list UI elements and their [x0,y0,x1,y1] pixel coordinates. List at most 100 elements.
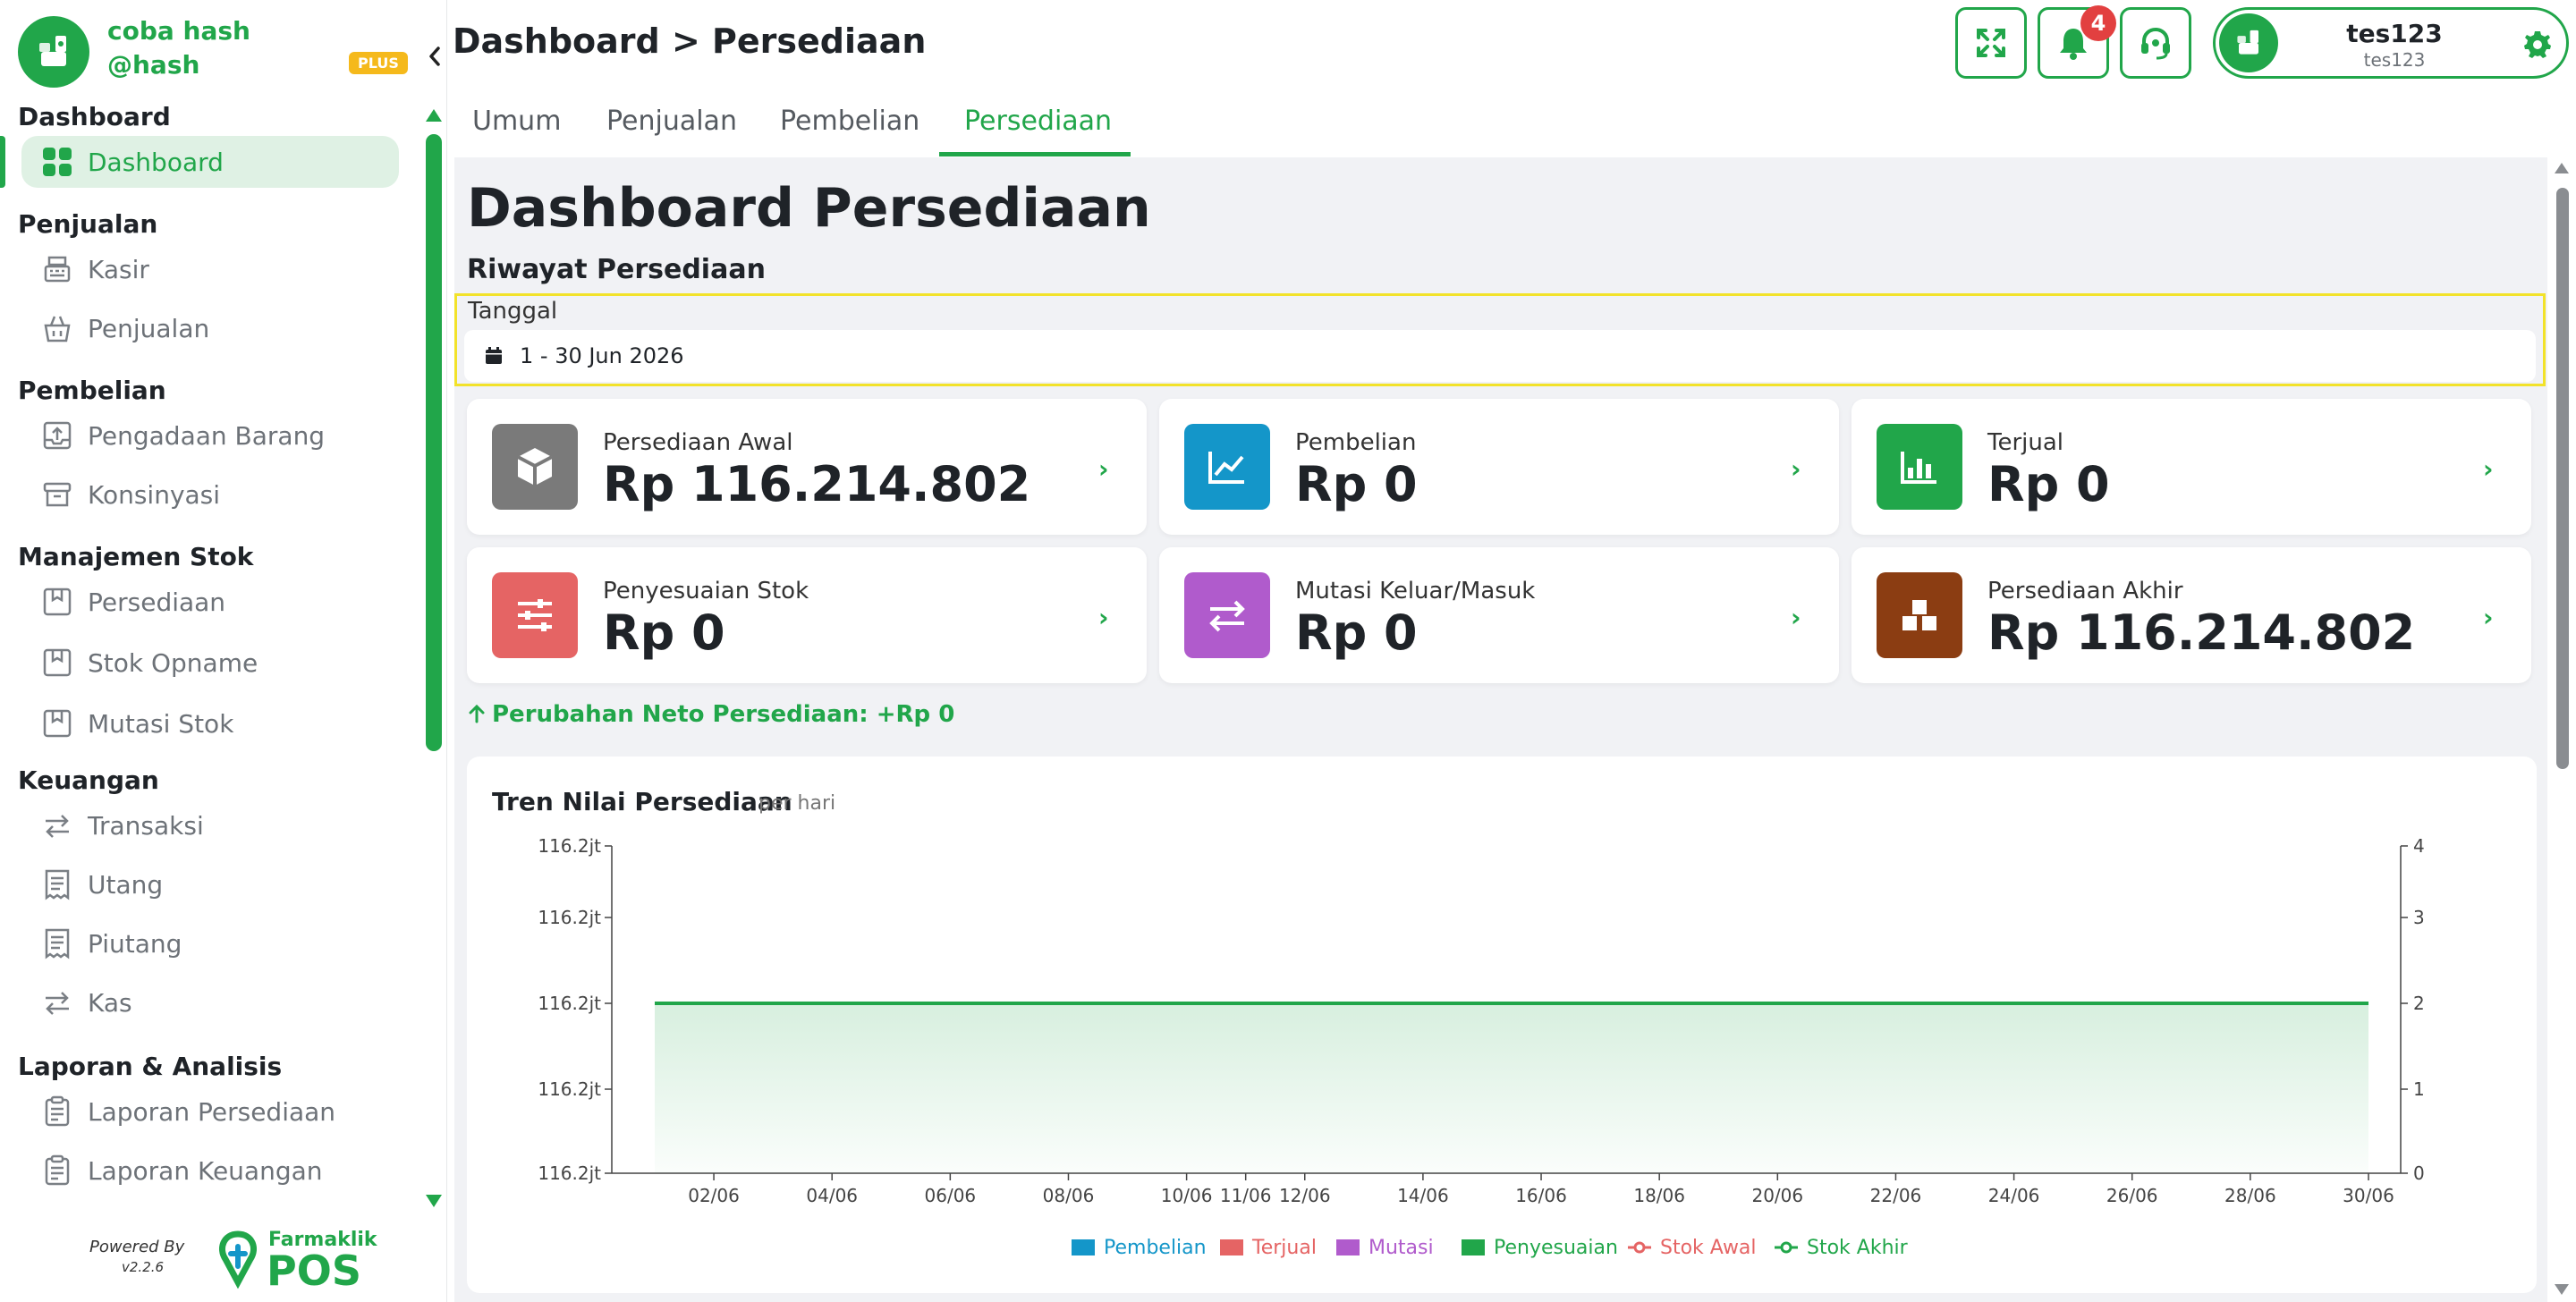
card-mutasi[interactable]: Mutasi Keluar/Masuk Rp 0 › [1159,547,1839,683]
x-tick-label: 22/06 [1870,1185,1922,1206]
main-scroll-down[interactable] [2555,1284,2569,1295]
x-tick-label: 04/06 [806,1185,858,1206]
legend-marker [1633,1241,1646,1254]
sidebar-item-penjualan[interactable]: Penjualan [21,302,399,354]
sidebar-item-kasir[interactable]: Kasir [21,243,399,295]
chart-plot: 116.2jt 116.2jt 116.2jt 116.2jt 116.2jt 0 1 2 3 4… [538,835,2425,1259]
logo-product-text: POS [267,1247,361,1295]
legend-label: Penyesuaian [1494,1237,1618,1259]
gear-icon[interactable] [2521,28,2554,60]
tab-pembelian[interactable]: Pembelian [780,106,920,137]
chevron-left-icon[interactable] [426,45,444,74]
box-icon [492,424,578,510]
x-tick-label: 24/06 [1988,1185,2040,1206]
support-button[interactable] [2120,7,2191,79]
card-title: Pembelian [1295,429,1417,456]
legend-label: Pembelian [1104,1237,1207,1259]
date-range-value: 1 - 30 Jun 2026 [520,343,684,368]
main-scrollbar[interactable] [2556,188,2569,769]
sidebar-item-laporan-keuangan[interactable]: Laporan Keuangan [21,1145,399,1196]
card-value: Rp 0 [603,604,725,661]
sidebar-item-label: Laporan Keuangan [88,1155,323,1186]
page-title: Dashboard Persediaan [467,177,1151,240]
sidebar-item-mutasi-stok[interactable]: Mutasi Stok [21,698,399,749]
card-value: Rp 0 [1295,456,1418,512]
sidebar-item-stok-opname[interactable]: Stok Opname [21,637,399,689]
sidebar-item-label: Pengadaan Barang [88,420,326,451]
sidebar-item-label: Mutasi Stok [88,708,234,739]
net-change-text: Perubahan Neto Persediaan: +Rp 0 [492,701,955,728]
sidebar-item-konsinyasi[interactable]: Konsinyasi [21,469,399,520]
sidebar-item-label: Piutang [88,928,182,959]
x-tick-label: 06/06 [925,1185,977,1206]
net-change-summary: Perubahan Neto Persediaan: +Rp 0 [467,701,954,728]
card-persediaan-akhir[interactable]: Persediaan Akhir Rp 116.214.802 › [1852,547,2531,683]
date-filter: Tanggal 1 - 30 Jun 2026 [454,293,2546,386]
legend-label: Stok Awal [1660,1237,1757,1259]
x-tick-label: 08/06 [1043,1185,1095,1206]
stok-akhir-area [655,1003,2368,1173]
user-menu[interactable]: tes123 tes123 [2213,7,2569,79]
sidebar-item-pengadaan-barang[interactable]: Pengadaan Barang [21,410,399,461]
exchange-icon [1184,572,1270,658]
sidebar-scrollbar[interactable] [426,134,442,751]
clipboard-icon [39,1094,75,1129]
notification-button[interactable] [2038,7,2109,79]
logo-brand-text: Farmaklik [268,1229,377,1251]
sidebar-item-kas[interactable]: Kas [21,976,399,1028]
swap-icon [39,985,75,1020]
nav-section-title: Manajemen Stok [18,542,254,571]
y2-tick-label: 0 [2413,1162,2425,1184]
nav-section-title: Keuangan [18,765,159,795]
sidebar-item-utang[interactable]: Utang [21,858,399,910]
plan-badge: PLUS [349,52,408,74]
card-title: Persediaan Awal [603,429,793,456]
main-scroll-up[interactable] [2555,163,2569,173]
card-value: Rp 116.214.802 [1987,604,2416,661]
x-tick-label: 12/06 [1279,1185,1331,1206]
brand-header: coba hash @hash PLUS [18,13,440,89]
x-tick-label: 20/06 [1751,1185,1803,1206]
legend-label: Mutasi [1368,1237,1434,1259]
section-label: Riwayat Persediaan [467,254,766,285]
date-range-input[interactable]: 1 - 30 Jun 2026 [464,330,2536,382]
user-subtitle: tes123 [2363,49,2426,71]
sidebar-scroll-down[interactable] [426,1195,442,1207]
fullscreen-button[interactable] [1955,7,2027,79]
arrow-up-icon [469,704,485,723]
chevron-right-icon: › [2483,603,2494,632]
boxes-icon [1877,572,1962,658]
sidebar-nav: Dashboard Dashboard Penjualan Kasir Penjuala… [0,98,420,1207]
sidebar-item-piutang[interactable]: Piutang [21,917,399,969]
legend-swatch [1072,1239,1095,1256]
chevron-right-icon: › [1791,454,1801,484]
sidebar-item-laporan-persediaan[interactable]: Laporan Persediaan [21,1086,399,1137]
farmaklik-logo-icon [219,1230,257,1289]
sidebar-item-label: Penjualan [88,313,210,343]
card-persediaan-awal[interactable]: Persediaan Awal Rp 116.214.802 › [467,399,1147,535]
x-tick-label: 28/06 [2224,1185,2276,1206]
grid-icon [39,144,75,180]
y2-tick-label: 4 [2413,835,2425,857]
sidebar-item-persediaan[interactable]: Persediaan [21,576,399,628]
tab-umum[interactable]: Umum [472,106,562,137]
sidebar-item-label: Utang [88,869,164,900]
card-penyesuaian-stok[interactable]: Penyesuaian Stok Rp 0 › [467,547,1147,683]
sidebar-scroll-up[interactable] [426,109,442,122]
card-terjual[interactable]: Terjual Rp 0 › [1852,399,2531,535]
sliders-icon [492,572,578,658]
sidebar-item-transaksi[interactable]: Transaksi [21,799,399,851]
tab-persediaan[interactable]: Persediaan [964,106,1113,137]
nav-section-title: Laporan & Analisis [18,1052,283,1081]
card-pembelian[interactable]: Pembelian Rp 0 › [1159,399,1839,535]
chevron-right-icon: › [1098,454,1109,484]
sidebar-item-dashboard[interactable]: Dashboard [21,136,399,188]
chevron-right-icon: › [1791,603,1801,632]
brand-logo [18,16,89,88]
card-title: Persediaan Akhir [1987,578,2183,604]
avatar [2219,13,2278,72]
x-tick-label: 30/06 [2343,1185,2394,1206]
y-tick-label: 116.2jt [538,1162,601,1184]
tab-penjualan[interactable]: Penjualan [606,106,737,137]
card-value: Rp 0 [1987,456,2110,512]
